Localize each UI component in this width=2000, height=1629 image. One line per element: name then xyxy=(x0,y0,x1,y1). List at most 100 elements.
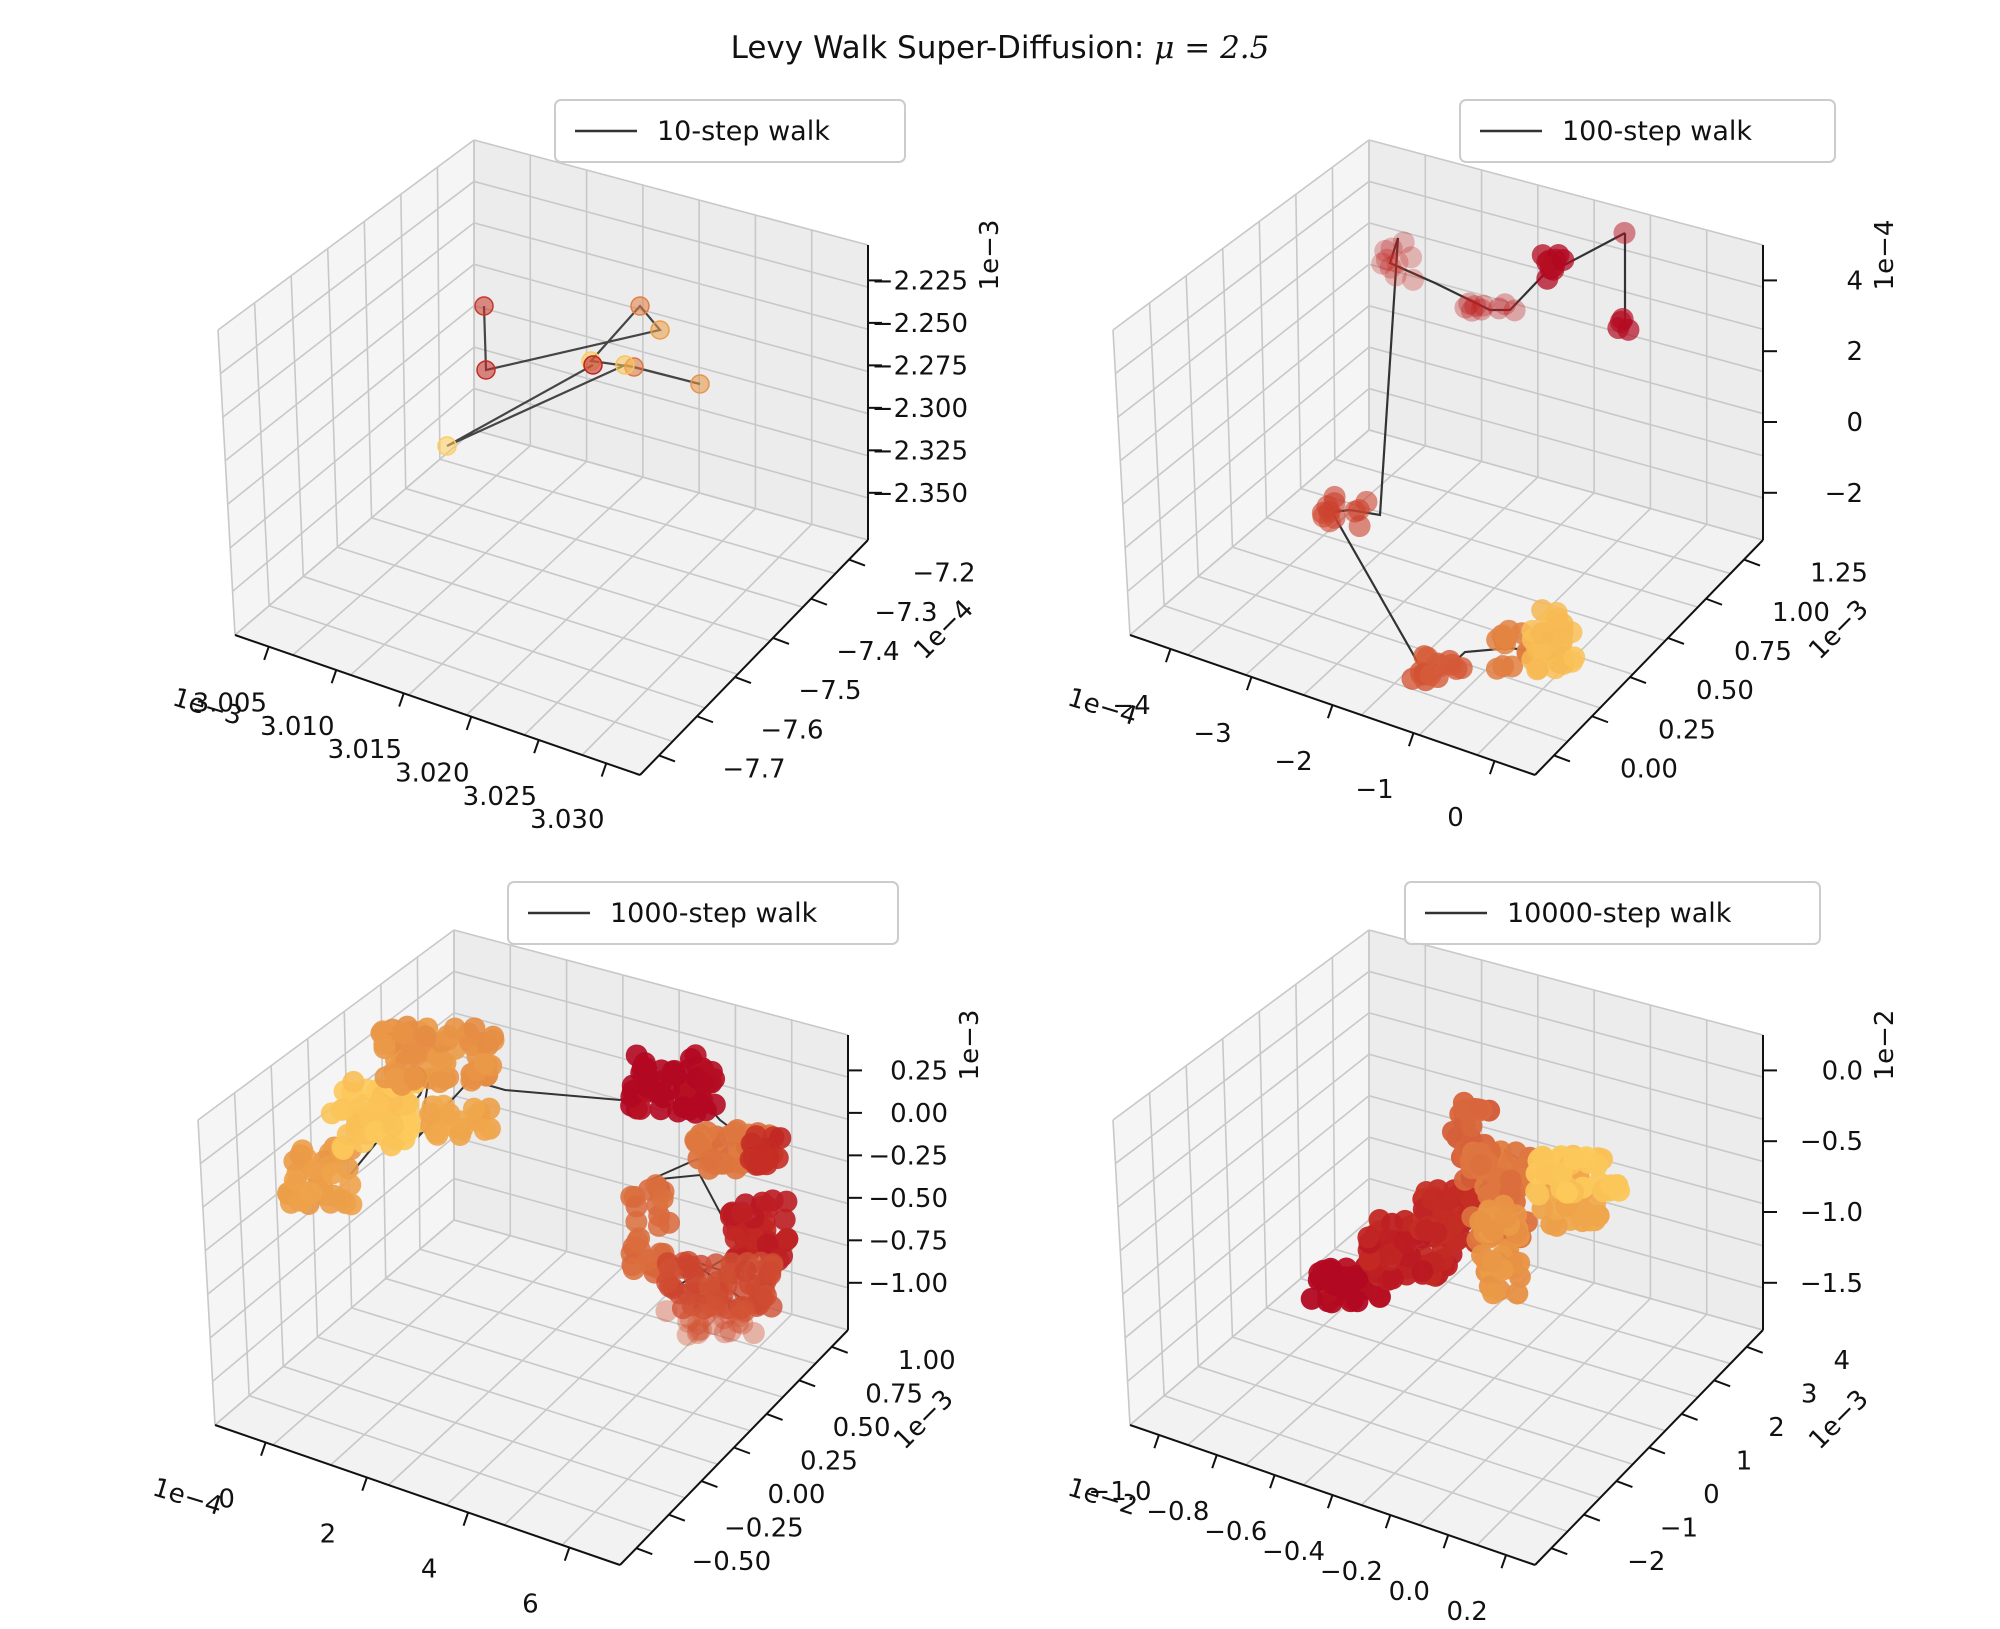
y-tick xyxy=(696,715,714,724)
grid-line xyxy=(1221,1038,1234,1338)
walk-point xyxy=(773,1208,796,1231)
walk-point xyxy=(322,1162,345,1185)
y-tick-label: −7.2 xyxy=(912,559,975,589)
y-tick xyxy=(1629,676,1647,685)
walk-point xyxy=(1535,1162,1558,1185)
walk-point xyxy=(1345,1267,1368,1290)
x-tick-label: 2 xyxy=(320,1519,337,1549)
y-tick-label: −0.25 xyxy=(724,1514,804,1544)
x-axis-line xyxy=(214,1424,621,1566)
grid-line xyxy=(1303,476,1539,696)
grid-line xyxy=(465,492,700,716)
grid-line xyxy=(1221,248,1234,548)
z-tick-label: −2.325 xyxy=(872,436,968,466)
x-tick xyxy=(1326,704,1334,719)
walk-point xyxy=(1571,1210,1594,1233)
y-tick xyxy=(1713,1379,1731,1388)
z-offset-label: 1e−4 xyxy=(1870,220,1900,291)
grid-line xyxy=(473,346,869,457)
walk-point xyxy=(1411,1260,1434,1283)
y-tick-label: 2 xyxy=(1768,1413,1785,1443)
x-tick xyxy=(1488,760,1496,775)
y-tick xyxy=(1616,1480,1633,1489)
walk-path xyxy=(446,304,701,448)
walk-point xyxy=(1494,293,1517,316)
walk-point xyxy=(733,1280,756,1303)
x-tick xyxy=(1164,648,1172,663)
grid-line xyxy=(1360,492,1595,716)
walk-point xyxy=(478,1097,501,1120)
x-tick-label: −4 xyxy=(1112,691,1150,721)
walk-point xyxy=(1488,297,1511,320)
walk-point xyxy=(775,1190,798,1213)
walk-point xyxy=(1546,607,1569,630)
walk-point xyxy=(677,1310,700,1333)
walk-point xyxy=(1346,1290,1369,1313)
grid-line xyxy=(1266,1307,1666,1432)
y-tick xyxy=(831,1345,849,1354)
walk-point xyxy=(650,320,670,340)
walk-point xyxy=(1555,1181,1578,1204)
grid-line xyxy=(503,1297,736,1526)
grid-line xyxy=(217,139,475,331)
grid-line xyxy=(1368,1012,1764,1121)
grid-line xyxy=(1163,604,1568,743)
grid-line xyxy=(222,222,475,418)
walk-point xyxy=(713,1321,736,1344)
x-tick-label: 0 xyxy=(218,1484,235,1514)
walk-point xyxy=(625,1195,648,1218)
y-tick-label: 1.00 xyxy=(1772,598,1830,628)
walk-point xyxy=(1472,294,1495,317)
walk-point xyxy=(1464,294,1487,317)
grid-line xyxy=(1368,387,1764,499)
walk-point xyxy=(283,1169,306,1192)
grid-line xyxy=(1258,221,1268,518)
grid-line xyxy=(1185,1065,1200,1367)
legend-box xyxy=(507,881,899,945)
y-tick-label: −7.7 xyxy=(722,754,785,784)
walk-point xyxy=(747,1153,770,1176)
grid-line xyxy=(1119,263,1370,462)
grid-line xyxy=(248,1394,653,1533)
walk-point xyxy=(655,1300,678,1323)
walk-point xyxy=(381,1115,404,1138)
walk-point xyxy=(638,1076,661,1099)
grid-line xyxy=(1117,1012,1370,1208)
walk-point xyxy=(731,1312,754,1335)
legend-label: 10000-step walk xyxy=(1507,898,1732,929)
walk-point xyxy=(342,1070,365,1093)
grid-line xyxy=(1303,1266,1539,1486)
x-tick xyxy=(1153,1434,1160,1449)
walk-point xyxy=(1419,664,1442,687)
x-tick xyxy=(563,1547,571,1562)
y-tick-label: 0 xyxy=(1703,1480,1720,1510)
y-tick-label: 4 xyxy=(1833,1346,1850,1376)
legend-label: 100-step walk xyxy=(1562,116,1752,147)
z-tick-label: −0.75 xyxy=(868,1226,948,1256)
legend-label: 1000-step walk xyxy=(610,898,818,929)
back-pane xyxy=(1369,140,1763,540)
grid-line xyxy=(436,167,441,460)
x-tick-label: −1.0 xyxy=(1088,1477,1151,1507)
grid-line xyxy=(473,263,869,373)
z-tick-label: 0.0 xyxy=(1822,1056,1863,1086)
walk-point xyxy=(672,1096,695,1119)
walk-point xyxy=(1358,1248,1381,1271)
walk-point xyxy=(1381,1267,1404,1290)
grid-line xyxy=(1114,180,1370,375)
z-tick-label: −0.5 xyxy=(1800,1127,1863,1157)
grid-line xyxy=(1127,1177,1370,1383)
walk-point xyxy=(685,1131,708,1154)
walk-point xyxy=(419,1102,442,1125)
walk-point xyxy=(1482,1282,1505,1305)
walk-point xyxy=(1499,1169,1522,1192)
walk-point xyxy=(1481,1250,1504,1273)
walk-point xyxy=(463,1017,486,1040)
walk-point xyxy=(776,1227,799,1250)
grid-line xyxy=(217,329,236,636)
grid-line xyxy=(473,180,869,288)
x-tick-label: 0.2 xyxy=(1446,1597,1487,1625)
walk-point xyxy=(1416,646,1439,669)
